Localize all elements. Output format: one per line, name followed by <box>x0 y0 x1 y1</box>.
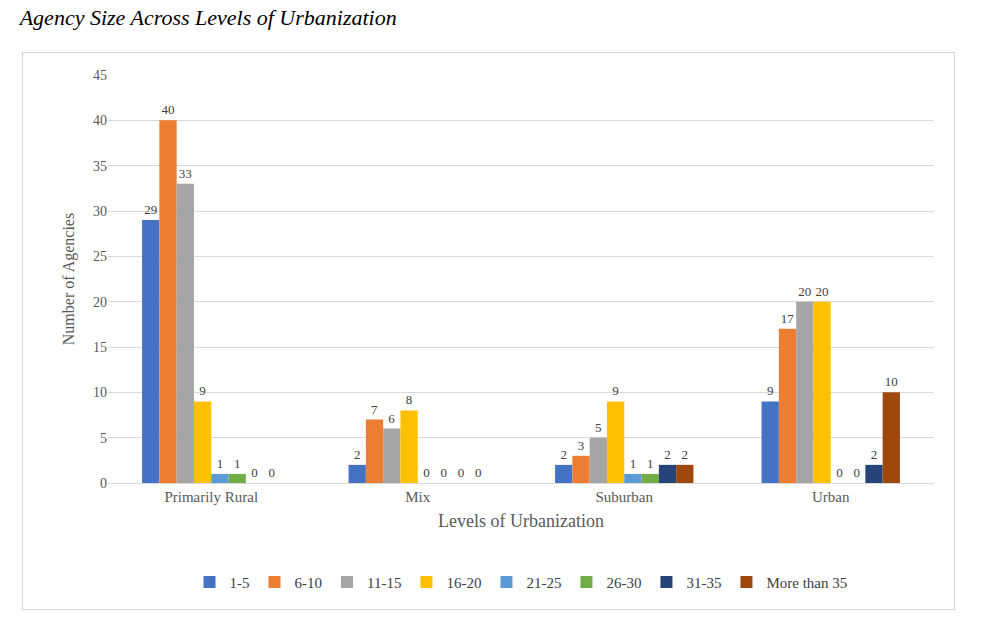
svg-text:2: 2 <box>664 447 671 462</box>
svg-text:1: 1 <box>647 456 654 471</box>
svg-text:15: 15 <box>93 340 107 355</box>
svg-text:7: 7 <box>371 402 378 417</box>
svg-text:40: 40 <box>93 113 107 128</box>
svg-text:3: 3 <box>578 438 585 453</box>
svg-text:0: 0 <box>458 465 465 480</box>
svg-text:6-10: 6-10 <box>295 575 323 591</box>
svg-text:6: 6 <box>388 411 395 426</box>
svg-text:0: 0 <box>269 465 276 480</box>
svg-text:9: 9 <box>767 383 774 398</box>
svg-text:16-20: 16-20 <box>446 575 481 591</box>
svg-text:31-35: 31-35 <box>686 575 721 591</box>
svg-text:25: 25 <box>93 249 107 264</box>
svg-text:21-25: 21-25 <box>526 575 561 591</box>
svg-text:30: 30 <box>93 204 107 219</box>
svg-text:45: 45 <box>93 68 107 83</box>
svg-text:10: 10 <box>885 374 898 389</box>
svg-text:0: 0 <box>853 465 860 480</box>
svg-text:5: 5 <box>100 431 107 446</box>
svg-text:1-5: 1-5 <box>230 575 250 591</box>
svg-text:1: 1 <box>217 456 224 471</box>
svg-text:2: 2 <box>560 447 567 462</box>
svg-text:17: 17 <box>781 311 795 326</box>
svg-text:0: 0 <box>423 465 430 480</box>
svg-text:35: 35 <box>93 159 107 174</box>
svg-text:2: 2 <box>871 447 878 462</box>
svg-text:8: 8 <box>406 392 413 407</box>
svg-text:1: 1 <box>630 456 637 471</box>
svg-text:0: 0 <box>440 465 447 480</box>
svg-text:9: 9 <box>199 383 206 398</box>
svg-text:Primarily Rural: Primarily Rural <box>164 489 258 505</box>
svg-text:Agency Size Across Levels of U: Agency Size Across Levels of Urbanizatio… <box>18 5 397 30</box>
svg-text:Mix: Mix <box>405 489 431 505</box>
svg-text:5: 5 <box>595 420 602 435</box>
svg-text:0: 0 <box>475 465 482 480</box>
svg-text:1: 1 <box>234 456 241 471</box>
svg-text:0: 0 <box>836 465 843 480</box>
svg-text:11-15: 11-15 <box>367 575 401 591</box>
svg-text:Number of Agencies: Number of Agencies <box>60 213 78 345</box>
svg-text:0: 0 <box>100 476 107 491</box>
svg-text:9: 9 <box>612 383 619 398</box>
svg-text:20: 20 <box>816 284 829 299</box>
svg-text:More than 35: More than 35 <box>766 575 847 591</box>
svg-text:40: 40 <box>162 102 175 117</box>
svg-text:33: 33 <box>179 166 192 181</box>
svg-text:Urban: Urban <box>812 489 850 505</box>
svg-text:0: 0 <box>251 465 257 480</box>
svg-text:Suburban: Suburban <box>596 489 654 505</box>
svg-text:Levels of Urbanization: Levels of Urbanization <box>438 511 604 531</box>
svg-text:20: 20 <box>798 284 811 299</box>
svg-text:10: 10 <box>93 385 107 400</box>
svg-text:2: 2 <box>354 447 361 462</box>
svg-text:2: 2 <box>682 447 689 462</box>
svg-text:29: 29 <box>144 202 157 217</box>
svg-text:20: 20 <box>93 295 107 310</box>
svg-text:26-30: 26-30 <box>606 575 641 591</box>
